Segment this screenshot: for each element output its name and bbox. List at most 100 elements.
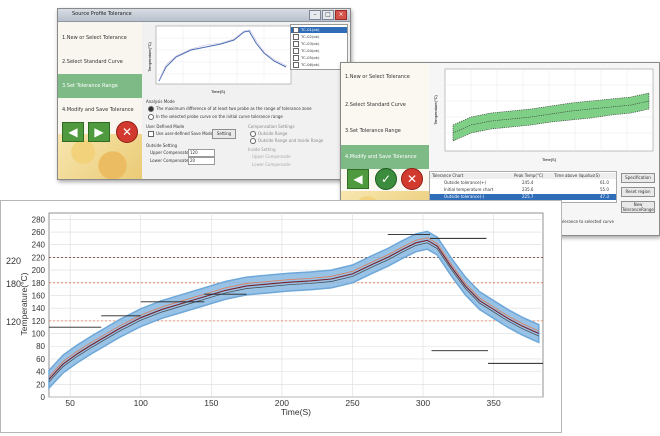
nav2-step-3[interactable]: 3.Set Tolerance Range [345, 128, 401, 134]
window-2-chart: Time(S) Temperature(°C) [433, 68, 654, 162]
table-cell: 245.4 [522, 180, 534, 185]
nav2-step-4[interactable]: 4.Modify and Save Tolerance [341, 145, 429, 169]
nav-step-3[interactable]: 3.Set Tolerance Range [58, 74, 142, 98]
y-tick-label: 80 [36, 342, 45, 351]
x-tick-label: 350 [487, 398, 501, 408]
y-axis-label: Temperature(°C) [19, 272, 29, 335]
nav2-step-1[interactable]: 1.New or Select Tolerance [345, 74, 410, 80]
tolerance-table: Tolerance Chart Peak Temp(°C) Time above… [429, 171, 617, 203]
y-tick-label: 280 [32, 215, 46, 224]
legend-item[interactable]: TC-06(ok) [293, 62, 319, 68]
table-cell: Initial temperature chart [444, 187, 494, 192]
nav-step-1[interactable]: 1.New or Select Tolerance [62, 35, 127, 41]
back-arrow-button-2[interactable]: ◀ [347, 169, 369, 189]
probe-legend: TC-01(ok) TC-02(ok) TC-03(ok) TC-04(ok) … [290, 24, 348, 70]
main-chart-svg: 0 20 40 60 80 100 120 140 160 180 200 220 240 260 280 5… [6, 212, 544, 417]
cancel-x-button[interactable]: ✕ [116, 121, 138, 143]
reset-region-button[interactable]: Reset region [621, 187, 655, 197]
inside-setting-label: Inside Setting [248, 147, 276, 152]
specification-button[interactable]: Specification [621, 173, 655, 183]
compensation-option-1[interactable]: Outside Range [250, 131, 287, 137]
legend-item[interactable]: TC-02(ok) [293, 34, 319, 40]
profile-curve [48, 239, 539, 380]
nav-step-4[interactable]: 4.Modify and Save Tolerance [62, 107, 134, 113]
lower-compensate-label: Lower Compensate [150, 158, 189, 163]
y-tick-label: 100 [32, 330, 46, 339]
window-1-chart: Time(S) Temperature(°C) [147, 25, 292, 94]
table-cell: 235.6 [522, 187, 534, 192]
setting-button[interactable]: Setting [212, 129, 236, 139]
y-tick-label: 220 [32, 253, 46, 262]
x-tick-label: 100 [134, 398, 148, 408]
overlay-y-label: 180 [6, 279, 21, 289]
x-tick-label: 250 [345, 398, 359, 408]
compensation-option-2[interactable]: Outside Range and Inside Range [250, 138, 323, 144]
x-tick-label: 200 [275, 398, 289, 408]
confirm-check-button[interactable]: ✓ [375, 168, 397, 190]
table-cell: Outside tolerance(+) [444, 180, 487, 185]
upper-curve [48, 237, 539, 377]
window-1-ylabel: Temperature(°C) [147, 42, 152, 72]
y-tick-label: 0 [41, 393, 46, 402]
legend-item[interactable]: TC-04(ok) [293, 48, 319, 54]
plot-area [48, 212, 544, 398]
y-tick-label: 260 [32, 228, 46, 237]
window-2-xlabel: Time(S) [542, 157, 557, 162]
y-tick-label: 60 [36, 355, 45, 364]
window-1-title: Source Profile Tolerance [72, 11, 132, 17]
user-defined-checkbox[interactable]: Use user-defined Save Mode [148, 131, 213, 137]
new-tolerance-button[interactable]: New ToleranceRange [621, 201, 655, 213]
lower-compensate-input[interactable]: 20 [188, 157, 215, 165]
window-2-ylabel: Temperature(°C) [433, 95, 438, 125]
legend-item[interactable]: TC-05(ok) [293, 55, 319, 61]
close-window-button[interactable]: × [335, 10, 347, 20]
lower-curve [48, 242, 539, 383]
y-tick-label: 240 [32, 241, 46, 250]
window-1-titlebar[interactable]: Source Profile Tolerance – □ × [58, 9, 350, 22]
next-arrow-button[interactable]: ▶ [88, 122, 110, 142]
table-cell: 47.3 [600, 194, 609, 199]
upper-compensate-input[interactable]: 120 [188, 149, 215, 157]
analysis-option-2[interactable]: In the selected probe curve on the initi… [148, 114, 283, 120]
tolerance-band [48, 230, 540, 391]
compensation-settings-label: Compensation Settings [248, 124, 295, 129]
table-header: Time above liquidus(S) [554, 173, 600, 178]
table-cell: 55.0 [600, 187, 609, 192]
upper-compensate-label: Upper Compensate [150, 150, 189, 155]
analysis-option-1[interactable]: The maximum difference of at least two p… [148, 106, 312, 112]
wizard-nav: 1.New or Select Tolerance 2.Select Stand… [58, 22, 142, 179]
y-tick-label: 200 [32, 266, 46, 275]
cancel-x-button-2[interactable]: ✕ [401, 168, 423, 190]
outside-setting-label: Outside Setting [146, 143, 178, 148]
window-1-xlabel: Time(S) [211, 89, 226, 94]
y-tick-label: 160 [32, 291, 46, 300]
table-cell: Outside tolerance(-) [444, 194, 485, 199]
table-header: Tolerance Chart [432, 173, 464, 178]
maximize-button[interactable]: □ [322, 10, 334, 20]
table-row[interactable]: Outside tolerance(+) 245.4 61.0 [430, 180, 616, 186]
legend-item[interactable]: TC-03(ok) [293, 41, 319, 47]
back-arrow-button[interactable]: ◀ [62, 122, 84, 142]
legend-item[interactable]: TC-01(ok) [291, 27, 347, 33]
table-cell: 61.0 [600, 180, 609, 185]
x-axis-label: Time(S) [281, 407, 311, 417]
inside-upper-label: Upper Compensate [252, 154, 291, 159]
x-tick-label: 300 [416, 398, 430, 408]
nav-step-2[interactable]: 2.Select Standard Curve [62, 59, 123, 65]
overlay-y-label: 120 [6, 317, 21, 327]
y-tick-label: 140 [32, 304, 46, 313]
y-tick-label: 180 [32, 279, 46, 288]
nav2-step-2[interactable]: 2.Select Standard Curve [345, 102, 406, 108]
table-cell: 225.7 [522, 194, 534, 199]
x-tick-label: 150 [204, 398, 218, 408]
table-header: Peak Temp(°C) [514, 173, 544, 178]
x-tick-label: 50 [65, 398, 75, 408]
table-row[interactable]: Initial temperature chart 235.6 55.0 [430, 187, 616, 193]
tolerance-window-1: Source Profile Tolerance – □ × 1.New or … [57, 8, 351, 180]
overlay-y-label: 220 [6, 256, 21, 266]
analysis-mode-label: Analysis Mode [146, 99, 175, 104]
table-row[interactable]: Outside tolerance(-) 225.7 47.3 [430, 194, 616, 200]
minimize-button[interactable]: – [309, 10, 321, 20]
y-tick-label: 20 [36, 380, 45, 389]
inside-lower-label: Lower Compensate [252, 162, 291, 167]
